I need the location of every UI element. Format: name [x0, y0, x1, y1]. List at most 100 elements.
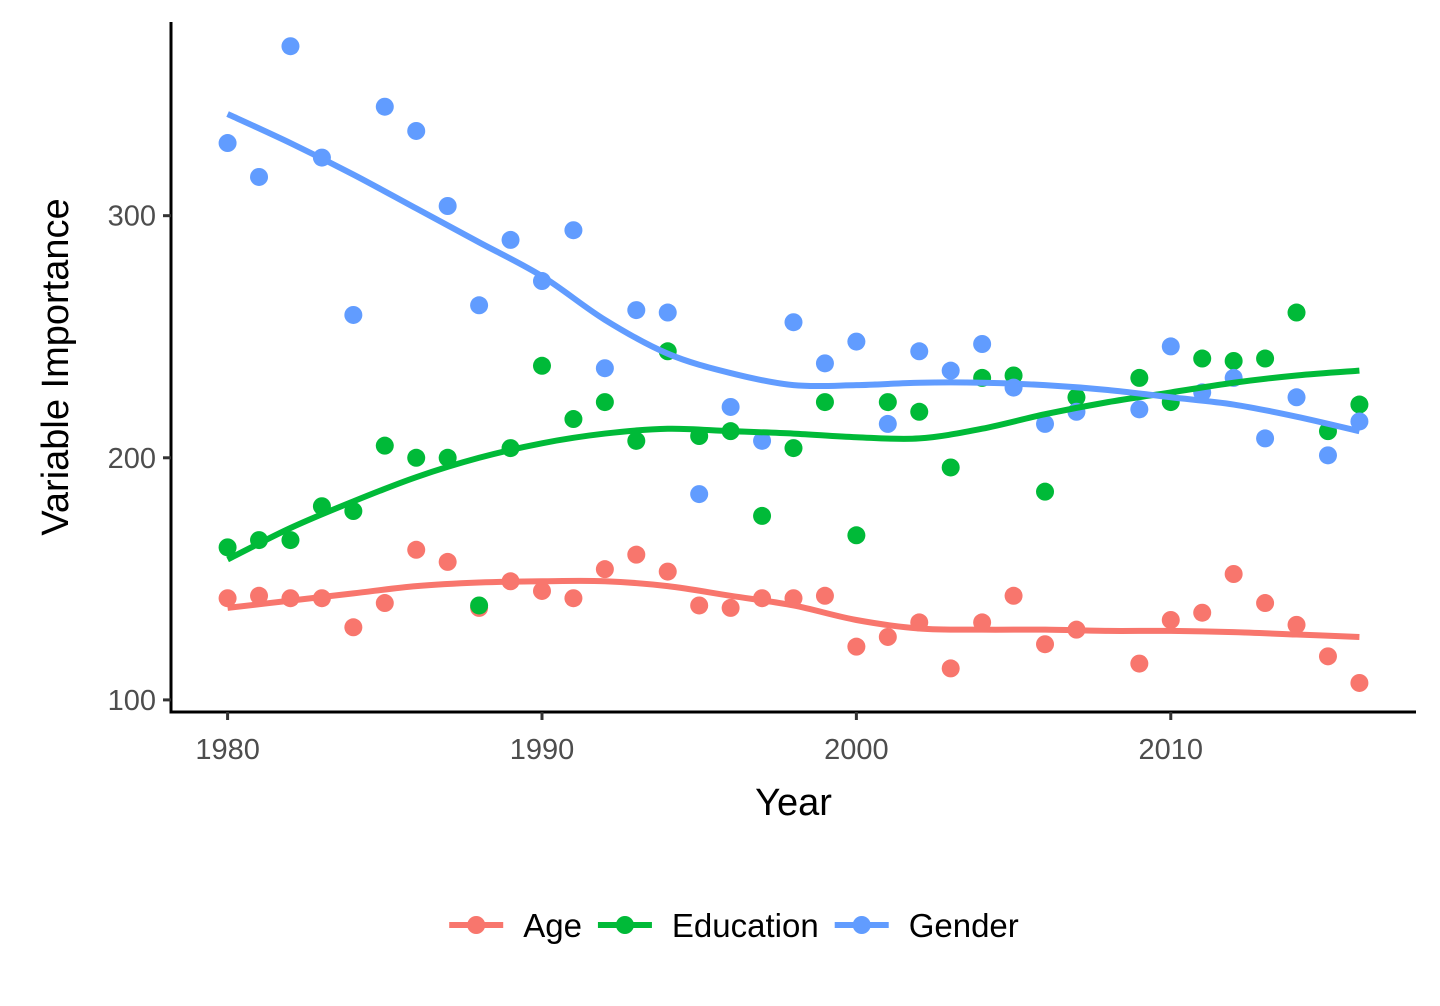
data-point-age — [564, 589, 583, 608]
data-point-education — [438, 448, 457, 467]
data-point-age — [1161, 611, 1180, 629]
data-point-education — [784, 439, 803, 458]
data-point-education — [878, 393, 897, 412]
y-tick-label: 100 — [108, 685, 156, 717]
data-point-age — [815, 586, 834, 605]
data-point-gender — [658, 303, 677, 322]
data-point-education — [344, 502, 363, 521]
axes: 100 200 300 1980 1990 2000 2010 Year Variable… — [35, 22, 1416, 824]
data-point-gender — [815, 354, 834, 373]
data-point-gender — [753, 431, 772, 450]
data-point-gender — [595, 359, 614, 378]
data-point-age — [1256, 594, 1275, 613]
data-point-age — [250, 586, 269, 605]
data-point-gender — [281, 37, 300, 56]
x-axis-ticks: 1980 1990 2000 2010 — [195, 712, 1203, 766]
data-point-age — [847, 637, 866, 656]
data-point-gender — [690, 485, 709, 504]
legend-key-point — [467, 916, 486, 934]
data-point-gender — [501, 230, 520, 249]
data-point-age — [941, 659, 960, 678]
data-point-education — [753, 506, 772, 525]
data-point-age — [1130, 654, 1149, 673]
y-tick-label: 300 — [108, 201, 156, 233]
data-point-education — [595, 393, 614, 412]
data-point-age — [658, 562, 677, 581]
legend-label: Age — [523, 907, 582, 944]
data-point-gender — [218, 134, 237, 153]
legend-key-point — [852, 916, 871, 934]
data-point-gender — [1287, 388, 1306, 407]
data-point-education — [1036, 482, 1055, 501]
data-point-gender — [1036, 414, 1055, 433]
data-point-gender — [721, 397, 740, 416]
data-point-education — [532, 356, 551, 375]
data-point-age — [595, 560, 614, 579]
data-point-gender — [344, 305, 363, 324]
data-point-gender — [1256, 429, 1275, 448]
data-point-education — [281, 531, 300, 550]
data-point-gender — [375, 97, 394, 116]
data-point-age — [1287, 615, 1306, 634]
data-point-gender — [1318, 446, 1337, 465]
data-point-gender — [470, 296, 489, 315]
data-point-gender — [438, 197, 457, 215]
data-point-education — [815, 393, 834, 412]
data-point-age — [344, 618, 363, 637]
x-tick-label: 2010 — [1139, 734, 1204, 766]
x-tick-label: 1980 — [195, 734, 260, 766]
data-point-education — [847, 526, 866, 545]
data-point-education — [218, 538, 237, 557]
legend-item-age: Age — [449, 907, 582, 944]
data-point-education — [1350, 395, 1369, 414]
data-point-education — [941, 458, 960, 477]
smooth-line-gender — [226, 111, 1361, 435]
data-point-education — [564, 410, 583, 429]
data-point-age — [1350, 673, 1369, 692]
data-point-age — [627, 545, 646, 564]
data-point-age — [1004, 586, 1023, 605]
data-point-gender — [941, 361, 960, 380]
data-point-age — [218, 589, 237, 608]
data-point-gender — [564, 221, 583, 240]
data-point-gender — [407, 121, 426, 140]
data-point-gender — [784, 313, 803, 332]
data-point-education — [910, 402, 929, 421]
data-point-education — [1256, 349, 1275, 368]
legend-key-point — [615, 916, 634, 934]
legend: Age Education Gender — [449, 907, 1019, 944]
data-point-education — [407, 448, 426, 467]
data-point-gender — [627, 301, 646, 320]
data-point-education — [1193, 349, 1212, 368]
data-point-gender — [1161, 337, 1180, 356]
smooth-line-education — [226, 367, 1360, 563]
x-tick-label: 2000 — [824, 734, 889, 766]
data-point-age — [1224, 565, 1243, 583]
data-point-age — [532, 581, 551, 600]
data-point-gender — [910, 342, 929, 361]
data-point-gender — [878, 414, 897, 433]
data-point-age — [690, 596, 709, 615]
data-point-education — [1130, 368, 1149, 387]
legend-item-education: Education — [597, 907, 819, 944]
data-point-gender — [973, 335, 992, 353]
x-axis-title: Year — [755, 782, 832, 824]
data-point-age — [1193, 603, 1212, 622]
data-point-gender — [1130, 400, 1149, 419]
data-point-age — [407, 540, 426, 559]
legend-item-gender: Gender — [834, 907, 1019, 944]
x-tick-label: 1990 — [510, 734, 575, 766]
data-point-education — [1224, 351, 1243, 370]
data-point-age — [1036, 635, 1055, 654]
y-axis-title: Variable Importance — [35, 198, 77, 535]
smooth-line-age — [227, 577, 1360, 640]
data-point-education — [470, 596, 489, 615]
smooth-lines — [226, 111, 1361, 640]
data-point-education — [375, 436, 394, 455]
legend-label: Education — [672, 907, 819, 944]
data-point-age — [878, 627, 897, 646]
data-point-age — [438, 552, 457, 571]
data-point-age — [375, 594, 394, 613]
